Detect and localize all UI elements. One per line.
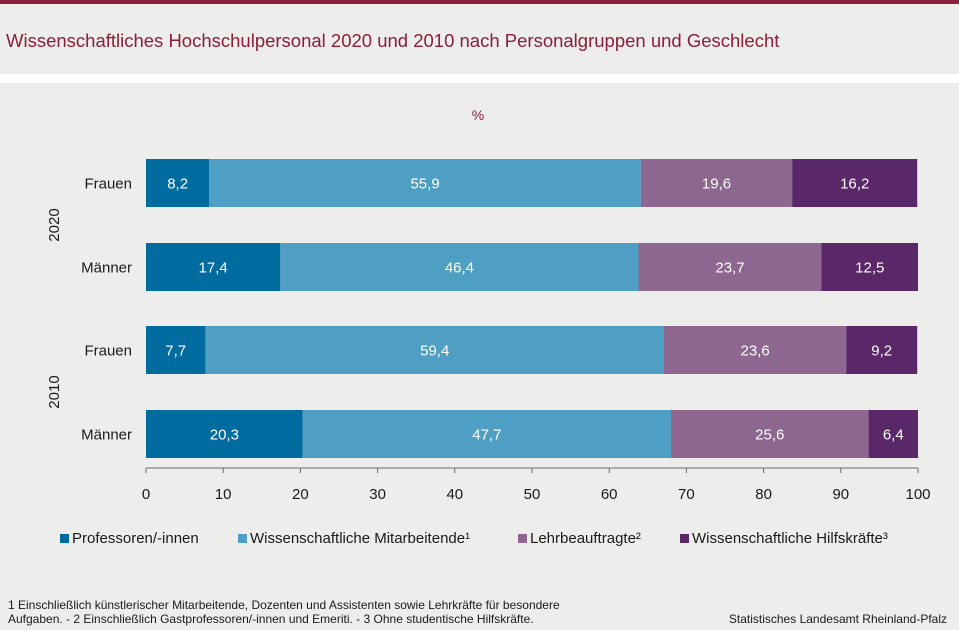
- bar-value-label: 23,7: [715, 260, 744, 277]
- legend-item: Professoren/-innen: [60, 530, 199, 547]
- bar-value-label: 8,2: [167, 176, 188, 193]
- bar-segment: [146, 326, 206, 374]
- footnote: 1 Einschließlich künstlerischer Mitarbei…: [8, 598, 560, 626]
- bar-segment: [640, 159, 793, 207]
- bar-value-label: 59,4: [420, 343, 449, 360]
- bar-value-label: 25,6: [755, 427, 784, 444]
- category-label: Frauen: [84, 343, 132, 360]
- x-tick-label: 30: [369, 486, 386, 503]
- bar-segment: [209, 159, 641, 207]
- separator: [0, 74, 959, 83]
- legend-item: Wissenschaftliche Hilfskräfte³: [680, 530, 888, 547]
- legend-swatch: [238, 534, 247, 543]
- legend-label: Professoren/-innen: [72, 530, 199, 547]
- bar-value-label: 23,6: [741, 343, 770, 360]
- bar-value-label: 9,2: [871, 343, 892, 360]
- group-label: 2010: [46, 375, 63, 408]
- x-tick-label: 90: [832, 486, 849, 503]
- source-note: Statistisches Landesamt Rheinland-Pfalz: [728, 612, 947, 626]
- x-tick-label: 50: [524, 486, 541, 503]
- bar-segment: [302, 410, 671, 458]
- bar-segment: [868, 410, 918, 458]
- bar-segment: [792, 159, 918, 207]
- legend-swatch: [680, 534, 689, 543]
- category-label: Frauen: [84, 176, 132, 193]
- x-tick-label: 100: [905, 486, 930, 503]
- bar-segment: [146, 159, 210, 207]
- bar-value-label: 16,2: [840, 176, 869, 193]
- bar-value-label: 47,7: [472, 427, 501, 444]
- legend-swatch: [60, 534, 69, 543]
- x-tick-label: 0: [142, 486, 150, 503]
- bar-segment: [638, 243, 822, 291]
- bar-value-label: 17,4: [199, 260, 228, 277]
- bar-value-label: 7,7: [165, 343, 186, 360]
- legend-label: Lehrbeauftragte²: [530, 530, 641, 547]
- x-tick-label: 10: [215, 486, 232, 503]
- bar-segment: [280, 243, 639, 291]
- category-label: Männer: [81, 427, 132, 444]
- category-label: Männer: [81, 260, 132, 277]
- chart-title: Wissenschaftliches Hochschulpersonal 202…: [6, 30, 780, 51]
- group-label: 2020: [46, 208, 63, 241]
- bar-segment: [146, 243, 281, 291]
- bar-segment: [205, 326, 665, 374]
- legend-label: Wissenschaftliche Hilfskräfte³: [692, 530, 888, 547]
- x-tick-label: 80: [755, 486, 772, 503]
- legend-label: Wissenschaftliche Mitarbeitende¹: [250, 530, 471, 547]
- unit-label: %: [472, 107, 484, 123]
- title-bar: Wissenschaftliches Hochschulpersonal 202…: [0, 4, 959, 74]
- bar-segment: [846, 326, 918, 374]
- bar-value-label: 12,5: [855, 260, 884, 277]
- bar-segment: [821, 243, 918, 291]
- bar-segment: [146, 410, 303, 458]
- x-tick-label: 20: [292, 486, 309, 503]
- bar-segment: [670, 410, 869, 458]
- bar-value-label: 6,4: [883, 427, 904, 444]
- legend-swatch: [518, 534, 527, 543]
- top-rule: [0, 0, 959, 4]
- x-tick-label: 40: [446, 486, 463, 503]
- bar-value-label: 19,6: [702, 176, 731, 193]
- bar-value-label: 55,9: [410, 176, 439, 193]
- legend-item: Lehrbeauftragte²: [518, 530, 641, 547]
- bar-value-label: 20,3: [210, 427, 239, 444]
- legend-item: Wissenschaftliche Mitarbeitende¹: [238, 530, 470, 547]
- x-tick-label: 70: [678, 486, 695, 503]
- bar-value-label: 46,4: [445, 260, 474, 277]
- x-tick-label: 60: [601, 486, 618, 503]
- bar-segment: [664, 326, 847, 374]
